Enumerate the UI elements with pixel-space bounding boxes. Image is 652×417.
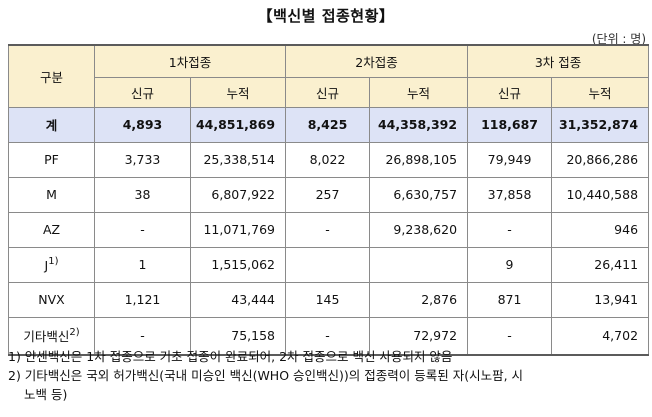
table-cell: 13,941 — [551, 281, 650, 318]
table-row: J1) 1 1,515,062 9 26,411 — [8, 246, 650, 283]
table-row: PF 3,733 25,338,514 8,022 26,898,105 79,… — [8, 141, 650, 178]
table-cell: 1,515,062 — [189, 246, 287, 283]
sub-header: 신규 — [94, 76, 191, 108]
table-cell: - — [285, 211, 371, 248]
table-cell: 8,425 — [285, 106, 371, 143]
table-cell: 145 — [285, 281, 371, 318]
table-cell: 26,898,105 — [369, 141, 469, 178]
table-cell: 11,071,769 — [189, 211, 287, 248]
table-cell: 26,411 — [551, 246, 650, 283]
table-cell: - — [94, 316, 191, 355]
table-cell: 38 — [94, 176, 191, 213]
table-cell: - — [467, 211, 553, 248]
table-cell: 43,444 — [189, 281, 287, 318]
table-row: 기타백신2) - 75,158 - 72,972 - 4,702 — [8, 316, 650, 355]
table-row-total: 계 4,893 44,851,869 8,425 44,358,392 118,… — [8, 106, 650, 143]
footnote: 노백 등) — [24, 387, 68, 402]
row-label: J1) — [8, 246, 95, 283]
dose-header-3: 3차 접종 — [467, 44, 650, 78]
table-cell: 2,876 — [369, 281, 469, 318]
table-cell: 4,893 — [94, 106, 191, 143]
sub-header: 신규 — [285, 76, 371, 108]
row-label: 기타백신2) — [8, 316, 95, 355]
table-row: M 38 6,807,922 257 6,630,757 37,858 10,4… — [8, 176, 650, 213]
table-cell: 9 — [467, 246, 553, 283]
header-row-doses: 구분 1차접종 2차접종 3차 접종 — [8, 44, 650, 108]
table-cell: 118,687 — [467, 106, 553, 143]
table-cell: 3,733 — [94, 141, 191, 178]
dose-header-1: 1차접종 — [93, 44, 287, 78]
sub-header: 누적 — [369, 76, 469, 108]
table-cell: 9,238,620 — [369, 211, 469, 248]
sub-header: 누적 — [551, 76, 650, 108]
table-cell: - — [285, 316, 371, 355]
table-cell: - — [94, 211, 191, 248]
table-cell: - — [467, 316, 553, 355]
table-cell — [285, 246, 371, 283]
table-row: AZ - 11,071,769 - 9,238,620 - 946 — [8, 211, 650, 248]
footnote-marker: 2) — [69, 327, 80, 338]
table-cell: 871 — [467, 281, 553, 318]
table-cell: 10,440,588 — [551, 176, 650, 213]
dose-header-2: 2차접종 — [285, 44, 469, 78]
row-label: M — [8, 176, 95, 213]
table-cell: 44,851,869 — [189, 106, 287, 143]
footnotes: 1) 얀센백신은 1차 접종으로 기초 접종이 완료되어, 2차 접종으로 백신… — [8, 347, 648, 404]
header-row-sub: 신규 누적 신규 누적 신규 누적 — [8, 76, 650, 108]
table-cell: 37,858 — [467, 176, 553, 213]
table-cell: 72,972 — [369, 316, 469, 355]
table-cell: 25,338,514 — [189, 141, 287, 178]
sub-header: 누적 — [189, 76, 287, 108]
table-cell: 6,630,757 — [369, 176, 469, 213]
row-label: PF — [8, 141, 95, 178]
table-row: NVX 1,121 43,444 145 2,876 871 13,941 — [8, 281, 650, 318]
footnote-marker: 1) — [48, 256, 59, 267]
table-cell: 79,949 — [467, 141, 553, 178]
row-label: 계 — [8, 106, 95, 143]
table-cell: 44,358,392 — [369, 106, 469, 143]
table-cell: 8,022 — [285, 141, 371, 178]
table-cell: 20,866,286 — [551, 141, 650, 178]
table-cell — [369, 246, 469, 283]
sub-header: 신규 — [467, 76, 553, 108]
table-cell: 257 — [285, 176, 371, 213]
table-cell: 946 — [551, 211, 650, 248]
vaccination-table: 구분 1차접종 2차접종 3차 접종 신규 누적 신규 누적 신규 누적 계 4… — [8, 44, 650, 356]
table-cell: 6,807,922 — [189, 176, 287, 213]
table-cell: 1,121 — [94, 281, 191, 318]
table-cell: 1 — [94, 246, 191, 283]
row-label: NVX — [8, 281, 95, 318]
table-cell: 4,702 — [551, 316, 650, 355]
unit-label: (단위 : 명) — [591, 32, 646, 46]
group-header: 구분 — [8, 44, 95, 108]
footnote: 1) 얀센백신은 1차 접종으로 기초 접종이 완료되어, 2차 접종으로 백신… — [8, 349, 453, 364]
row-label: AZ — [8, 211, 95, 248]
page-title: 【백신별 접종현황】 — [257, 7, 395, 25]
footnote: 2) 기타백신은 국외 허가백신(국내 미승인 백신(WHO 승인백신))의 접… — [8, 368, 524, 383]
table-cell: 75,158 — [189, 316, 287, 355]
table-cell: 31,352,874 — [551, 106, 650, 143]
